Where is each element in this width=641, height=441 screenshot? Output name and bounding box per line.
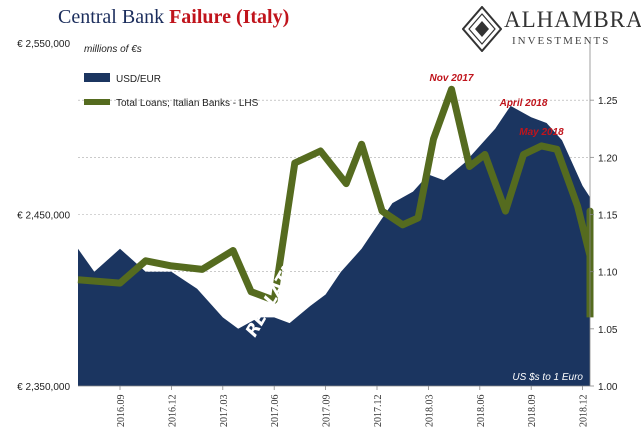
- right-tick-label: 1.15: [598, 211, 618, 222]
- annotation-nov-2017: Nov 2017: [430, 73, 474, 84]
- annotation-may-2018: May 2018: [519, 127, 564, 138]
- left-tick-label: € 2,450,000: [17, 211, 70, 222]
- x-tick-label: 2018.12: [579, 395, 590, 428]
- title-part-1: Central Bank: [58, 6, 170, 28]
- x-tick-label: 2017.09: [322, 395, 333, 428]
- legend-label-usd-eur: USD/EUR: [116, 74, 161, 85]
- title-part-2: Failure (Italy): [169, 6, 290, 28]
- x-tick-label: 2018.06: [476, 395, 487, 428]
- x-tick-label: 2016.09: [116, 395, 127, 428]
- legend-swatch-usd-eur: [84, 73, 110, 82]
- logo-subtitle: INVESTMENTS: [512, 35, 611, 47]
- left-tick-label: € 2,350,000: [17, 382, 70, 393]
- right-axis-label: US $s to 1 Euro: [512, 372, 583, 383]
- right-tick-label: 1.00: [598, 382, 618, 393]
- right-tick-label: 1.10: [598, 268, 618, 279]
- right-tick-label: 1.25: [598, 96, 618, 107]
- units-label: millions of €s: [84, 44, 142, 55]
- x-tick-label: 2018.03: [424, 395, 435, 428]
- logo-name: ALHAMBRA: [504, 7, 641, 32]
- x-tick-label: 2016.12: [167, 395, 178, 428]
- axis-ticks: € 2,350,000 € 2,450,000 € 2,550,000 1.00 1.0…: [17, 39, 618, 427]
- x-tick-label: 2017.12: [373, 395, 384, 428]
- alhambra-logo: ALHAMBRA INVESTMENTS: [462, 4, 641, 54]
- diamond-logo-icon: [462, 6, 502, 52]
- left-tick-label: € 2,550,000: [17, 39, 70, 50]
- legend-label-loans: Total Loans; Italian Banks - LHS: [116, 98, 259, 109]
- x-tick-label: 2018.09: [527, 395, 538, 428]
- usd-eur-area: [78, 105, 590, 387]
- x-tick-label: 2017.06: [270, 395, 281, 428]
- right-tick-label: 1.20: [598, 153, 618, 164]
- x-tick-label: 2017.03: [219, 395, 230, 428]
- annotation-april-2018: April 2018: [499, 98, 548, 109]
- chart-title: Central Bank Failure (Italy): [58, 6, 289, 29]
- right-tick-label: 1.05: [598, 325, 618, 336]
